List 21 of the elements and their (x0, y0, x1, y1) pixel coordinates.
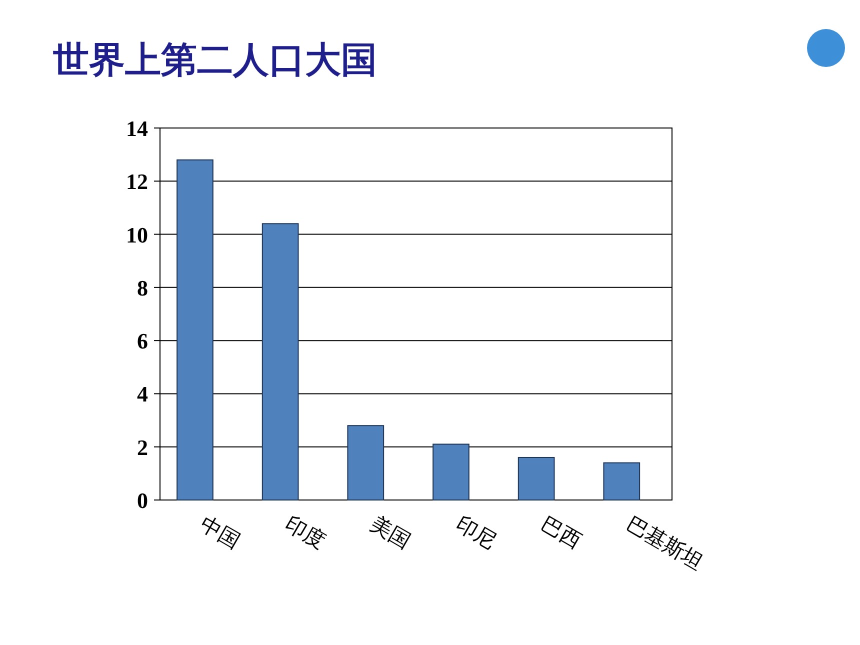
y-tick-label: 6 (137, 328, 148, 354)
x-tick-label: 印尼 (452, 512, 500, 554)
y-tick-label: 8 (137, 275, 148, 300)
y-tick-label: 0 (137, 488, 148, 513)
y-tick-label: 14 (126, 116, 148, 141)
bar (176, 159, 214, 500)
x-tick-label: 巴基斯坦 (622, 512, 708, 574)
bar (262, 223, 299, 500)
chart-title: 世界上第二人口大国 (53, 40, 377, 81)
x-tick-label: 巴西 (537, 512, 586, 554)
bar (347, 425, 384, 500)
y-tick-label: 2 (137, 434, 148, 460)
bar (603, 462, 640, 500)
bar (432, 444, 470, 500)
x-tick-label: 中国 (196, 512, 244, 554)
bar (518, 456, 555, 500)
x-tick-label: 印度 (281, 512, 330, 554)
x-tick-label: 美国 (366, 512, 415, 554)
y-tick-label: 12 (126, 169, 148, 194)
y-tick-label: 4 (137, 382, 148, 407)
y-tick-label: 10 (126, 222, 148, 248)
